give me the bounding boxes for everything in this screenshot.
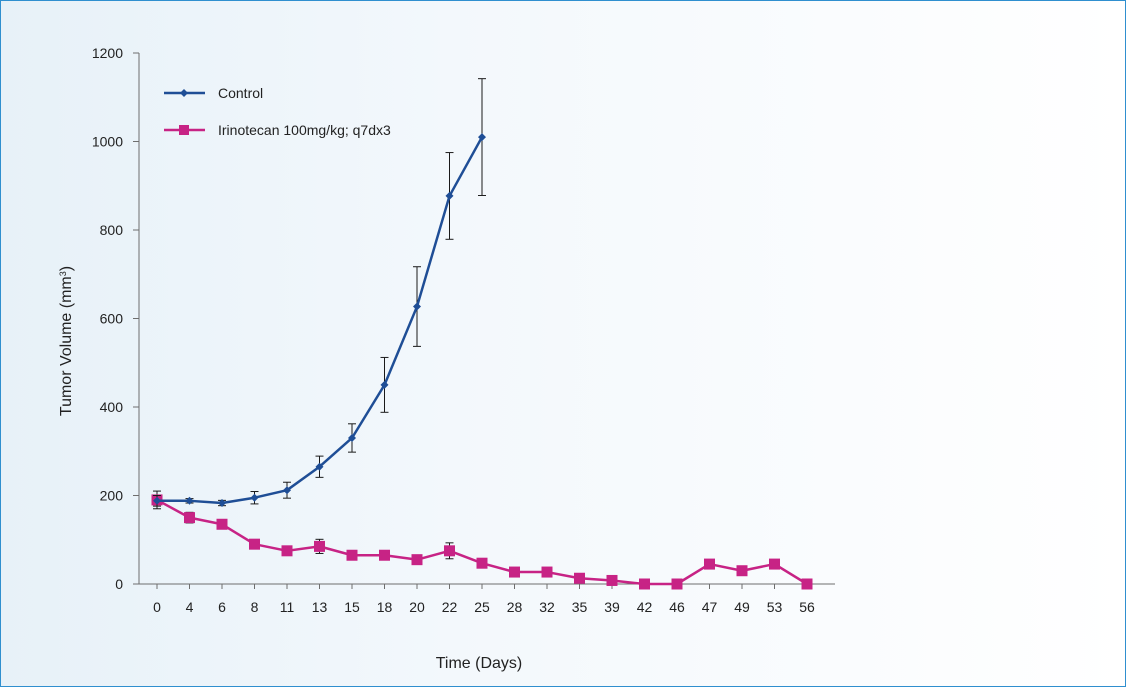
data-point <box>671 578 683 590</box>
data-point <box>606 574 618 586</box>
data-point <box>315 462 324 471</box>
series-irinotecan <box>151 490 813 590</box>
legend-marker-control <box>180 89 188 97</box>
x-tick-label: 32 <box>539 599 555 615</box>
legend-label-control: Control <box>218 85 263 101</box>
y-ticks: 0 200 400 600 800 1000 1200 <box>92 45 139 592</box>
x-tick-label: 8 <box>251 599 259 615</box>
data-point <box>574 572 585 584</box>
series-layer <box>151 78 813 590</box>
x-tick-label: 47 <box>702 599 718 615</box>
y-tick-label: 1200 <box>92 45 123 61</box>
data-point <box>348 433 356 442</box>
data-point <box>413 302 421 311</box>
data-point <box>801 578 813 590</box>
x-tick-label: 35 <box>572 599 588 615</box>
y-tick-label: 800 <box>100 222 124 238</box>
x-tick-label: 49 <box>734 599 750 615</box>
data-point <box>153 496 161 505</box>
y-axis-title-close: ) <box>58 266 75 271</box>
data-point <box>769 558 780 570</box>
data-point <box>218 499 226 508</box>
data-point <box>509 566 520 578</box>
x-tick-label: 20 <box>409 599 425 615</box>
data-point <box>379 549 390 561</box>
x-tick-label: 18 <box>377 599 393 615</box>
legend: Control Irinotecan 100mg/kg; q7dx3 <box>164 85 391 138</box>
data-point <box>184 512 195 524</box>
x-tick-label: 28 <box>507 599 523 615</box>
y-tick-label: 200 <box>100 488 124 504</box>
x-tick-label: 56 <box>799 599 815 615</box>
legend-item-irinotecan: Irinotecan 100mg/kg; q7dx3 <box>164 122 391 138</box>
x-tick-label: 53 <box>767 599 783 615</box>
legend-label-irinotecan: Irinotecan 100mg/kg; q7dx3 <box>218 122 391 138</box>
legend-item-control: Control <box>164 85 263 101</box>
x-tick-label: 46 <box>669 599 685 615</box>
x-tick-label: 13 <box>312 599 328 615</box>
data-point <box>216 518 228 530</box>
data-point <box>704 558 715 570</box>
y-tick-label: 600 <box>100 311 124 327</box>
y-tick-label: 0 <box>115 576 123 592</box>
data-point <box>250 493 259 502</box>
data-point <box>478 133 486 142</box>
x-tick-label: 6 <box>218 599 226 615</box>
data-point <box>541 566 553 578</box>
y-tick-label: 400 <box>100 399 124 415</box>
legend-marker-irinotecan <box>179 125 189 135</box>
data-point <box>411 554 423 566</box>
x-tick-label: 25 <box>474 599 490 615</box>
data-point <box>476 557 488 569</box>
y-axis-title-main: Tumor Volume (mm <box>58 276 75 416</box>
series-line <box>157 136 484 505</box>
data-point <box>639 578 650 590</box>
series-control <box>153 78 486 508</box>
x-tick-label: 22 <box>442 599 458 615</box>
data-point <box>444 545 455 557</box>
data-point <box>445 191 454 200</box>
data-point <box>185 496 194 505</box>
x-tick-label: 0 <box>153 599 161 615</box>
x-tick-label: 39 <box>604 599 620 615</box>
x-tick-label: 15 <box>344 599 360 615</box>
x-ticks: 0 4 6 8 11 13 15 18 20 22 25 28 32 35 39 42 46 47 49 53 56 <box>153 584 815 615</box>
data-point <box>314 540 325 552</box>
data-point <box>249 538 260 550</box>
data-point <box>346 549 358 561</box>
data-point <box>283 486 291 495</box>
data-point <box>736 565 748 577</box>
data-point <box>281 545 293 557</box>
x-axis-title: Time (Days) <box>436 655 523 672</box>
y-axis-title-superscript: 3 <box>58 271 68 276</box>
x-tick-label: 42 <box>637 599 653 615</box>
data-point <box>380 380 389 389</box>
x-tick-label: 4 <box>186 599 194 615</box>
y-tick-label: 1000 <box>92 134 123 150</box>
x-tick-label: 11 <box>280 599 295 615</box>
y-axis-title: Tumor Volume (mm3) <box>58 266 75 416</box>
